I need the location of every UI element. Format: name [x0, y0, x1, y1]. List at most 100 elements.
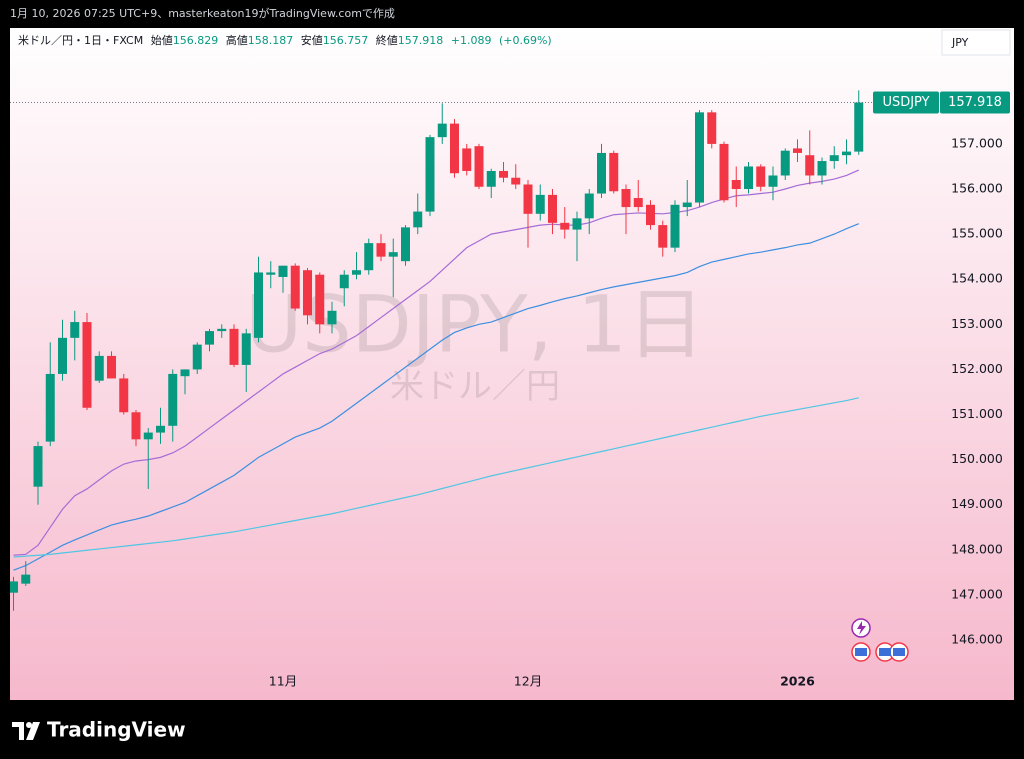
y-tick-label: 154.000: [951, 271, 1003, 286]
candle-body: [10, 581, 18, 593]
candle-body: [499, 170, 508, 178]
y-tick-label: 148.000: [951, 541, 1003, 556]
candle-body: [829, 155, 839, 162]
candle-body: [462, 148, 472, 171]
candle-body: [45, 373, 55, 442]
event-icons: [851, 618, 909, 662]
candle-body: [658, 225, 668, 248]
y-tick-label: 156.000: [951, 181, 1003, 196]
candle-body: [707, 112, 717, 144]
price-tag: [940, 91, 1010, 114]
currency[interactable]: JPY: [951, 36, 969, 49]
candle-body: [535, 194, 545, 214]
candle-body: [33, 446, 43, 487]
candle-body: [511, 177, 521, 185]
candle-body: [719, 143, 729, 201]
x-tick-label: 12月: [514, 674, 542, 689]
candle-body: [670, 204, 680, 248]
legend-value: 156.757: [323, 34, 369, 47]
candle-body: [217, 328, 227, 332]
candle-body: [205, 331, 214, 345]
header-text: 1月 10, 2026 07:25 UTC+9、masterkeaton19がT…: [10, 6, 395, 20]
symbol-tag: [873, 91, 939, 114]
y-tick-label: 155.000: [951, 226, 1003, 241]
candle-body: [425, 137, 435, 212]
axes: 146.000 147.000 148.000 149.000 150.000 151.0…: [269, 91, 1010, 689]
y-tick-label: 153.000: [951, 316, 1003, 331]
candle-body: [646, 204, 655, 226]
candle-body: [413, 211, 423, 228]
moving-average: [13, 397, 859, 558]
candle-body: [364, 243, 374, 271]
candle-body: [339, 274, 349, 289]
candle-body: [143, 432, 153, 440]
candle-body: [327, 310, 337, 325]
candle-body: [572, 218, 582, 230]
candle-body: [82, 322, 92, 408]
candle-body: [597, 152, 606, 194]
candle-body: [621, 189, 631, 208]
candle-body: [780, 150, 790, 176]
candle-body: [842, 151, 851, 156]
symbol-tag-text: USDJPY: [882, 95, 929, 110]
legend-change: +1.089: [451, 34, 492, 47]
moving-average: [13, 223, 859, 571]
legend-label: 高値: [226, 33, 248, 47]
candle-body: [560, 222, 570, 230]
candle-body: [401, 227, 410, 262]
plot: [10, 90, 940, 611]
x-tick-label: 11月: [269, 674, 297, 689]
candle-body: [695, 112, 704, 203]
candle-body: [278, 265, 288, 277]
brand: TradingView: [47, 718, 186, 742]
candle-body: [107, 355, 116, 379]
y-tick-label: 147.000: [951, 586, 1003, 601]
candle-body: [817, 161, 827, 176]
flag-glyph: [893, 648, 905, 656]
y-tick-label: 151.000: [951, 406, 1003, 421]
candle-body: [450, 123, 459, 174]
candle-body: [131, 412, 141, 440]
logo-part: [26, 722, 32, 728]
candle-body: [21, 574, 31, 584]
y-tick-label: 157.000: [951, 135, 1003, 150]
candle-body: [633, 198, 643, 208]
candle-body: [805, 155, 815, 176]
y-tick-label: 149.000: [951, 496, 1003, 511]
legend-label: 終値: [376, 33, 398, 47]
event-icon-glyph: [857, 621, 866, 635]
candle-body: [768, 175, 778, 187]
candle-body: [94, 355, 104, 381]
candle-body: [523, 184, 533, 214]
candle-body: [437, 123, 447, 138]
x-tick-label: 2026: [780, 674, 815, 689]
candle-body: [474, 146, 484, 187]
legend-label: 始値: [151, 33, 173, 47]
legend: 米ドル／円・1日・FXCM 始値156.829 高値158.187 安値156.…: [18, 33, 552, 47]
candle-body: [609, 152, 619, 192]
legend-value: 158.187: [248, 34, 294, 47]
candle-body: [388, 252, 398, 257]
candle-body: [486, 170, 496, 187]
candle-body: [584, 193, 594, 219]
candle-body: [315, 274, 325, 325]
candle-body: [793, 148, 802, 153]
candle-body: [548, 194, 557, 223]
y-tick-label: 146.000: [951, 632, 1003, 647]
candle-body: [180, 369, 190, 377]
candle-body: [303, 270, 312, 316]
logo-part: [26, 722, 40, 740]
candle-body: [290, 265, 300, 309]
y-tick-label: 152.000: [951, 361, 1003, 376]
watermark-sub: 米ドル／円: [390, 367, 560, 407]
candle-body: [192, 344, 202, 370]
candle-body: [744, 166, 753, 190]
flag-glyph: [855, 648, 867, 656]
moving-average: [13, 169, 859, 556]
candle-body: [254, 272, 263, 338]
candle-body: [854, 102, 864, 152]
brand-logo: [12, 722, 40, 740]
price-tag-text: 157.918: [948, 95, 1002, 110]
currency-box[interactable]: [941, 29, 1011, 56]
